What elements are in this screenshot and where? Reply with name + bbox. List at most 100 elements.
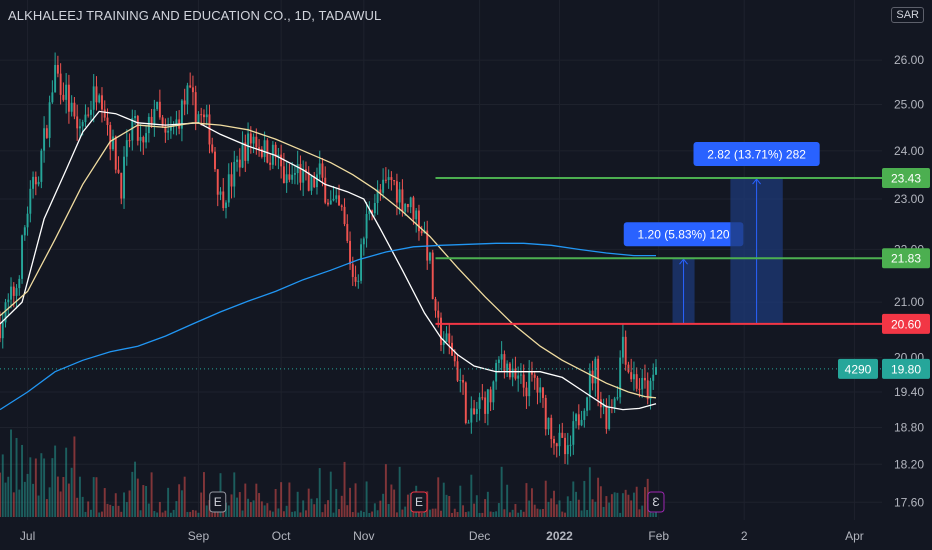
volume-bar — [467, 511, 470, 517]
volume-bar — [266, 503, 269, 517]
candle-body — [459, 380, 462, 382]
volume-bar — [98, 512, 101, 517]
volume-bar — [506, 484, 509, 517]
volume-bar — [29, 457, 32, 517]
volume-bar — [241, 510, 244, 517]
candle-body — [638, 388, 641, 390]
volume-bar — [558, 500, 561, 517]
volume-bar — [481, 512, 484, 517]
volume-bar — [59, 491, 62, 517]
candle-body — [539, 387, 542, 393]
volume-bar — [508, 512, 511, 517]
volume-bar — [142, 485, 145, 517]
candle-body — [437, 310, 440, 318]
volume-bar — [412, 512, 415, 517]
candle-body — [332, 198, 335, 201]
measure-arrowhead — [679, 258, 688, 265]
candle-body — [586, 397, 589, 411]
measurement-tools[interactable]: 1.20 (5.83%) 120 2.82 (13.71%) 282 — [623, 142, 820, 324]
candle-body — [503, 354, 506, 372]
candle-body — [191, 87, 194, 93]
candle-body — [43, 128, 46, 151]
candle-body — [566, 445, 569, 455]
volume-bar — [357, 512, 360, 517]
price-axis[interactable]: 26.0025.0024.0023.0022.0021.0020.0019.40… — [838, 53, 930, 509]
candle-body — [415, 210, 418, 220]
volume-bar — [67, 483, 70, 517]
volume-bar — [288, 482, 291, 517]
volume-bar — [274, 489, 277, 517]
currency-badge[interactable]: SAR — [891, 7, 924, 23]
volume-bar — [169, 512, 172, 517]
candle-body — [511, 368, 514, 378]
volume-bar — [277, 508, 280, 517]
candle-body — [316, 174, 318, 188]
candle-body — [29, 188, 32, 214]
candle-body — [76, 116, 79, 129]
price-label-box — [882, 313, 930, 334]
volume-bar — [78, 476, 81, 517]
candle-body — [54, 64, 57, 93]
volume-bar — [178, 484, 181, 517]
candle-body — [382, 179, 385, 193]
candle-body — [302, 169, 305, 183]
volume-bar — [599, 486, 602, 517]
measure-label-text: 2.82 (13.71%) 282 — [707, 148, 806, 162]
volume-bar — [40, 453, 43, 517]
volume-bar — [440, 510, 442, 517]
candle-body — [32, 176, 35, 189]
earnings-event-marker — [410, 491, 428, 513]
volume-bar — [564, 512, 566, 517]
candle-body — [238, 159, 241, 168]
volume-bar — [214, 508, 216, 517]
time-axis[interactable]: Jul Sep Oct Nov Dec 2022 Feb 2 Apr — [20, 529, 864, 543]
candle-body — [202, 114, 205, 118]
volume-bar — [109, 504, 112, 517]
volume-bar — [635, 486, 638, 517]
volume-bar — [103, 488, 106, 517]
volume-bar — [304, 510, 307, 517]
volume-bar — [183, 476, 186, 517]
candle-body — [517, 375, 520, 379]
volume-bar — [643, 487, 646, 517]
volume-bar — [434, 508, 437, 517]
volume-bar — [172, 509, 175, 517]
candle-body — [123, 156, 125, 199]
candle-body — [293, 173, 296, 175]
candle-body — [194, 92, 197, 123]
volume-bar — [282, 511, 285, 517]
volume-bar — [486, 491, 489, 517]
candle-body — [288, 174, 291, 180]
candle-body — [398, 189, 401, 203]
candle-body — [619, 357, 622, 398]
volume-bar — [588, 467, 591, 517]
candle-body — [249, 133, 252, 144]
earnings-event-marker — [209, 491, 227, 513]
volume-bar — [139, 510, 142, 517]
volume-bar — [120, 511, 123, 517]
volume-bar — [453, 508, 456, 517]
price-tick-label: 25.00 — [894, 98, 924, 112]
volume-bar — [624, 489, 627, 517]
candle-body — [318, 163, 321, 175]
measure-label-box — [693, 142, 820, 167]
volume-bar — [561, 511, 564, 517]
candle-body — [445, 333, 448, 342]
volume-bar — [575, 491, 578, 517]
candle-body — [10, 286, 12, 300]
volume-bar — [150, 472, 153, 517]
candle-body — [106, 117, 109, 126]
volume-bar — [134, 461, 137, 517]
volume-bar — [539, 509, 542, 517]
candle-body — [575, 414, 578, 422]
candle-body — [354, 276, 357, 282]
volume-bar — [114, 493, 117, 517]
volume-bar — [451, 512, 453, 517]
volume-bar — [406, 494, 409, 517]
volume-bar — [18, 489, 21, 517]
horizontal-lines[interactable] — [0, 177, 882, 370]
candle-body — [550, 417, 553, 439]
candle-body — [464, 382, 467, 424]
